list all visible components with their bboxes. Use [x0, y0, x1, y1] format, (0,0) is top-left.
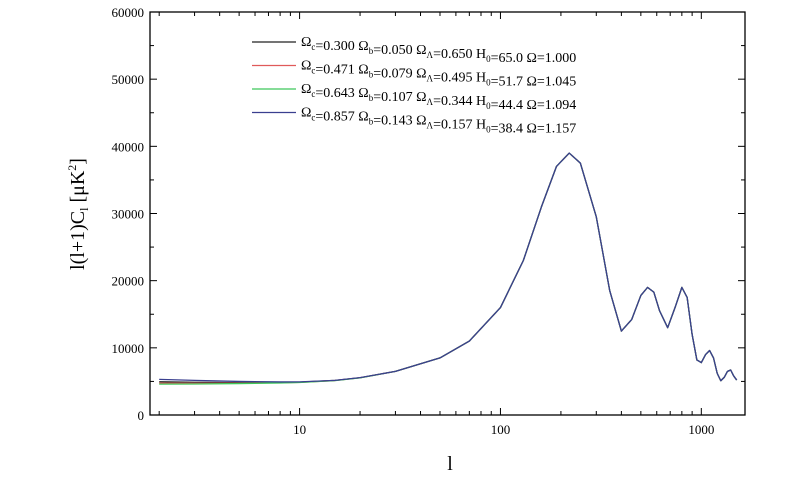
x-tick-label: 100	[491, 422, 511, 437]
legend-entry-4: Ωc=0.857 Ωb=0.143 ΩΛ=0.157 H0=38.4 Ω=1.1…	[301, 106, 576, 137]
legend-entry-2: Ωc=0.471 Ωb=0.079 ΩΛ=0.495 H0=51.7 Ω=1.0…	[301, 59, 576, 90]
x-axis-label: l	[447, 453, 453, 475]
x-tick-label: 1000	[688, 422, 714, 437]
ticks-layer: 0 10000 20000 30000 40000 50000 60000 10 100 1000	[112, 5, 745, 437]
y-tick-label: 10000	[112, 341, 145, 356]
y-tick-label: 50000	[112, 72, 145, 87]
legend-entry-3: Ωc=0.643 Ωb=0.107 ΩΛ=0.344 H0=44.4 Ω=1.0…	[301, 82, 576, 113]
series-line-4	[159, 152, 738, 383]
series-line-3	[159, 152, 738, 385]
y-tick-label: 30000	[112, 207, 145, 222]
x-tick-label: 10	[293, 422, 306, 437]
series-layer	[159, 152, 738, 385]
y-tick-label: 40000	[112, 139, 145, 154]
legend: Ωc=0.300 Ωb=0.050 ΩΛ=0.650 H0=65.0 Ω=1.0…	[252, 35, 576, 137]
y-axis-label: l(l+1)Cl [μK2]	[65, 158, 91, 270]
y-tick-label: 0	[138, 408, 145, 423]
y-tick-label: 20000	[112, 274, 145, 289]
series-line-1	[159, 152, 738, 384]
series-line-2	[159, 152, 738, 384]
legend-entry-1: Ωc=0.300 Ωb=0.050 ΩΛ=0.650 H0=65.0 Ω=1.0…	[301, 35, 576, 66]
y-tick-label: 60000	[112, 5, 145, 20]
